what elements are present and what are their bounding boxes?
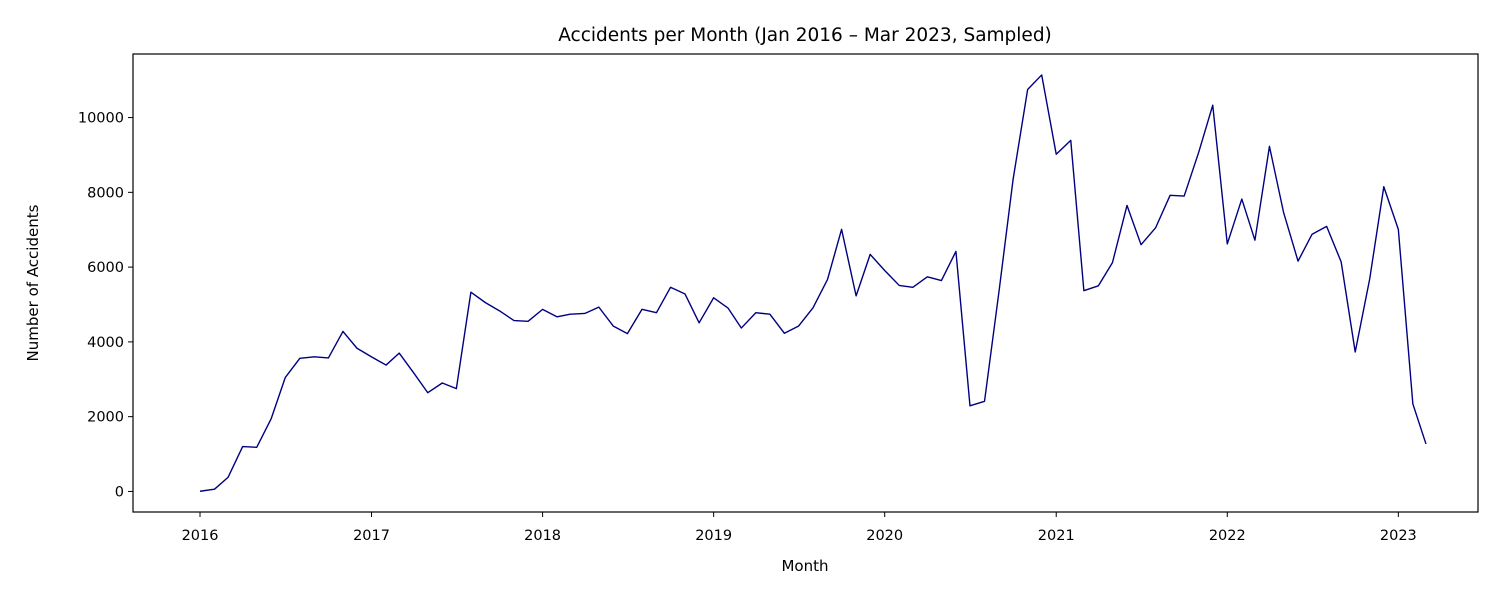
y-tick-label: 2000	[87, 410, 124, 426]
y-tick-label: 10000	[78, 111, 124, 127]
y-tick-label: 4000	[87, 335, 124, 351]
x-tick-label: 2022	[1209, 528, 1246, 544]
x-tick-label: 2019	[695, 528, 732, 544]
y-tick-label: 0	[115, 484, 124, 500]
x-axis-ticks: 2016 2017 2018 2019 2020 2021 2022 2023	[182, 512, 1417, 544]
x-tick-label: 2017	[353, 528, 390, 544]
y-axis-title: Number of Accidents	[24, 204, 42, 361]
x-tick-label: 2018	[524, 528, 561, 544]
x-tick-label: 2020	[866, 528, 903, 544]
x-tick-label: 2021	[1038, 528, 1075, 544]
chart-title: Accidents per Month (Jan 2016 – Mar 2023…	[558, 25, 1052, 46]
y-axis-ticks: 0 2000 4000 6000 8000 10000	[78, 111, 133, 500]
x-tick-label: 2023	[1380, 528, 1417, 544]
series-line	[199, 74, 1427, 492]
plot-area-frame	[132, 53, 1479, 513]
y-tick-label: 8000	[87, 185, 124, 201]
x-tick-label: 2016	[182, 528, 219, 544]
y-tick-label: 6000	[87, 260, 124, 276]
x-axis-title: Month	[781, 557, 828, 575]
